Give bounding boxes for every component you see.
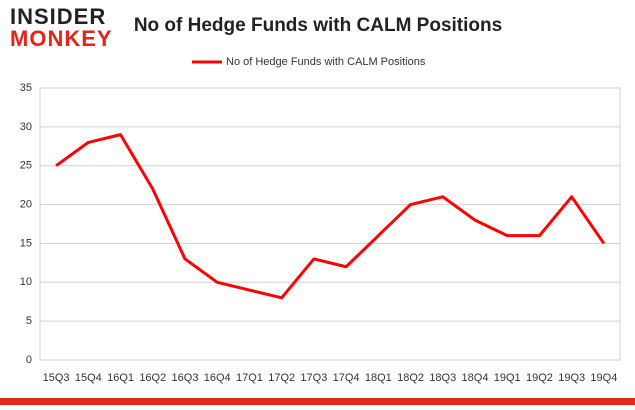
x-tick-label: 19Q1 [494, 372, 521, 384]
x-tick-label: 18Q1 [365, 372, 392, 384]
x-tick-label: 19Q3 [558, 372, 585, 384]
x-tick-label: 16Q3 [172, 372, 199, 384]
y-tick-label: 30 [20, 121, 32, 133]
x-tick-label: 19Q4 [590, 372, 617, 384]
x-tick-label: 15Q3 [43, 372, 70, 384]
bottom-bar [0, 398, 635, 405]
y-tick-label: 0 [26, 354, 32, 366]
x-tick-label: 18Q4 [462, 372, 489, 384]
y-tick-label: 25 [20, 160, 32, 172]
logo-top: INSIDER [10, 4, 106, 29]
y-tick-label: 15 [20, 237, 32, 249]
x-tick-label: 16Q1 [107, 372, 134, 384]
logo-bottom: MONKEY [10, 26, 113, 51]
x-tick-label: 15Q4 [75, 372, 102, 384]
x-tick-label: 19Q2 [526, 372, 553, 384]
x-tick-label: 18Q3 [429, 372, 456, 384]
plot-frame [39, 87, 621, 361]
y-tick-label: 5 [26, 315, 32, 327]
x-tick-label: 17Q4 [333, 372, 360, 384]
x-tick-label: 17Q3 [300, 372, 327, 384]
y-tick-label: 35 [20, 82, 32, 94]
y-tick-label: 10 [20, 276, 32, 288]
y-tick-label: 20 [20, 198, 32, 210]
x-tick-label: 17Q2 [268, 372, 295, 384]
x-tick-label: 16Q2 [139, 372, 166, 384]
x-tick-label: 17Q1 [236, 372, 263, 384]
x-tick-label: 16Q4 [204, 372, 231, 384]
x-tick-label: 18Q2 [397, 372, 424, 384]
line-series [55, 133, 606, 300]
chart-title: No of Hedge Funds with CALM Positions [134, 15, 502, 36]
legend-label: No of Hedge Funds with CALM Positions [226, 56, 426, 68]
